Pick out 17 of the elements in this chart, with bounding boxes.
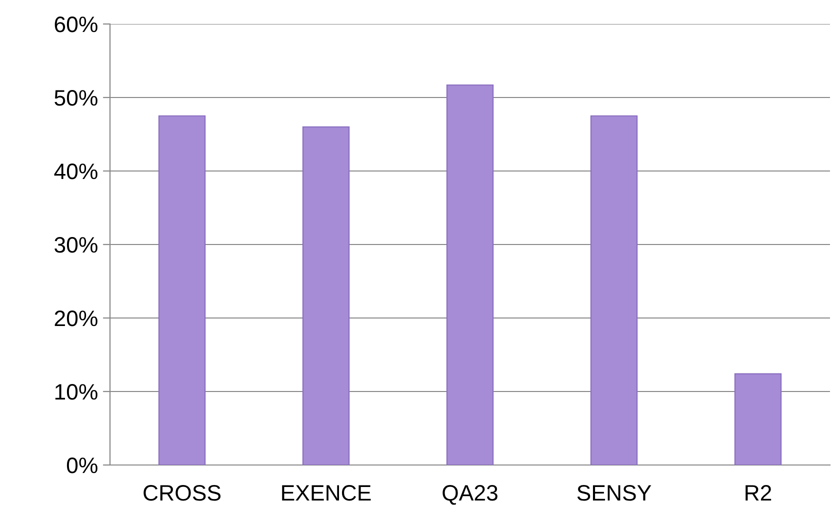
- y-tick-label: 50%: [54, 90, 98, 106]
- y-tick-label: 20%: [54, 310, 98, 326]
- x-tick-label: R2: [746, 485, 772, 501]
- bar: [734, 373, 782, 465]
- bar: [302, 126, 350, 465]
- x-tick-label: CROSS: [144, 485, 220, 501]
- x-tick-label: QA23: [442, 485, 498, 505]
- y-tick-label: 30%: [54, 237, 98, 253]
- bar: [158, 115, 206, 465]
- x-tick-label: SENSY: [577, 485, 652, 501]
- y-tick-label: 40%: [54, 164, 98, 180]
- y-tick-label: 60%: [54, 16, 98, 32]
- y-tick-label: 10%: [55, 384, 98, 400]
- bar: [590, 115, 638, 465]
- x-tick-label: EXENCE: [282, 485, 371, 501]
- bar: [446, 84, 494, 465]
- y-tick-label: 0%: [66, 458, 98, 474]
